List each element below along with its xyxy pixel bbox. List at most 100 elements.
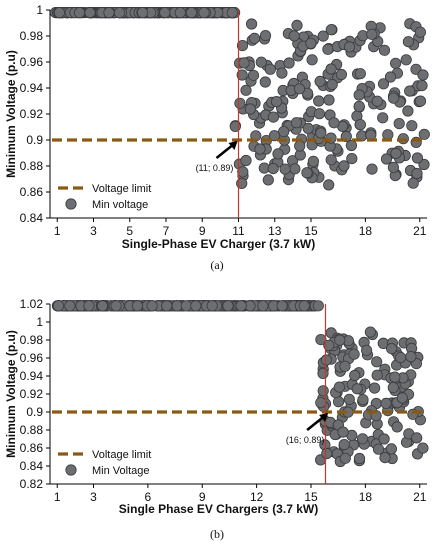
scatter-point [353, 452, 366, 465]
scatter-point [417, 69, 429, 81]
scatter-point [380, 397, 392, 409]
scatter-point [317, 30, 329, 42]
scatter-point [328, 117, 340, 129]
scatter-point [259, 29, 272, 42]
scatter-point [302, 122, 314, 134]
scatter-point [377, 78, 390, 90]
scatter-point [389, 57, 402, 69]
scatter-point [315, 127, 327, 139]
y-tick-label: 0.98 [20, 333, 44, 347]
scatter-point [301, 167, 313, 179]
scatter-point [349, 369, 361, 382]
x-tick-label: 5 [126, 224, 133, 238]
scatter-point [348, 348, 360, 360]
scatter-point [313, 95, 325, 107]
scatter-point [314, 75, 326, 88]
scatter-point [161, 300, 173, 312]
panel-label: (a) [210, 258, 223, 272]
scatter-point [270, 96, 283, 108]
scatter-point [351, 383, 363, 395]
scatter-point [315, 397, 327, 409]
scatter-point [255, 56, 267, 68]
legend-label-voltage-limit: Voltage limit [92, 449, 151, 461]
y-tick-label: 0.96 [20, 351, 44, 365]
scatter-point [400, 54, 412, 66]
scatter-point [198, 7, 210, 19]
scatter-point [247, 69, 260, 81]
y-tick-label: 0.84 [20, 459, 44, 473]
scatter-point [385, 342, 398, 355]
scatter-point [337, 426, 349, 438]
scatter-point [237, 166, 249, 178]
scatter-point [325, 24, 337, 36]
x-tick-label: 7 [163, 224, 170, 238]
scatter-point [317, 367, 329, 379]
scatter-point [338, 160, 350, 172]
y-axis-title: Minimum Voltage (p.u) [4, 50, 18, 178]
y-tick-label: 0.92 [20, 107, 44, 121]
scatter-point [334, 334, 346, 346]
panel-label: (b) [210, 527, 224, 541]
y-tick-label: 0.94 [20, 81, 44, 95]
scatter-point [290, 117, 303, 129]
scatter-point [159, 7, 171, 19]
scatter-point [414, 26, 426, 38]
scatter-point [278, 126, 290, 138]
scatter-point [418, 128, 430, 140]
scatter-point [345, 139, 357, 152]
scatter-point [96, 300, 109, 312]
scatter-point [411, 167, 423, 180]
scatter-point [307, 155, 319, 167]
scatter-point [73, 7, 86, 19]
scatter-point [180, 300, 192, 312]
scatter-point [110, 300, 122, 312]
scatter-point [411, 152, 423, 164]
scatter-point [417, 442, 429, 454]
scatter-point [53, 7, 66, 19]
scatter-point [248, 32, 261, 45]
scatter-point [387, 92, 400, 104]
scatter-point [283, 57, 295, 69]
scatter-point [84, 7, 96, 19]
scatter-point [372, 443, 385, 455]
scatter-point [244, 103, 256, 115]
scatter-point [322, 43, 334, 55]
legend-label-min-voltage: Min voltage [92, 199, 148, 211]
y-axis-title: Minimum Voltage (p.u) [4, 330, 18, 458]
scatter-point [294, 140, 306, 152]
scatter-point [146, 300, 158, 312]
scatter-point [276, 67, 288, 79]
scatter-point [254, 143, 266, 155]
x-tick-label: 21 [413, 224, 427, 238]
scatter-point [366, 28, 378, 40]
legend-label-min-voltage: Min Voltage [92, 465, 149, 477]
scatter-point [353, 89, 365, 101]
x-tick-label: 18 [359, 224, 373, 238]
x-tick-label: 6 [145, 490, 152, 504]
y-tick-label: 0.88 [20, 159, 44, 173]
scatter-point [289, 163, 301, 175]
scatter-point [325, 63, 337, 75]
scatter-point [414, 95, 427, 107]
scatter-point [313, 108, 325, 120]
scatter-point [343, 41, 356, 53]
scatter-point [343, 393, 355, 405]
scatter-point [291, 19, 303, 32]
scatter-point [391, 421, 403, 433]
scatter-point [402, 105, 414, 117]
scatter-point [190, 300, 202, 312]
scatter-point [267, 163, 279, 175]
x-tick-label: 3 [90, 224, 97, 238]
scatter-point [236, 177, 248, 189]
scatter-point [320, 354, 332, 366]
scatter-point [382, 129, 394, 141]
y-tick-label: 0.86 [20, 185, 44, 199]
scatter-point [264, 63, 276, 75]
scatter-point [393, 118, 405, 130]
x-tick-label: 9 [199, 224, 206, 238]
chart-panel-b: 0.82 0.84 0.86 0.88 0.9 0.92 0.94 0.96 0.98 1 1.02… [4, 297, 429, 541]
scatter-point [371, 356, 383, 368]
scatter-point [404, 85, 416, 97]
